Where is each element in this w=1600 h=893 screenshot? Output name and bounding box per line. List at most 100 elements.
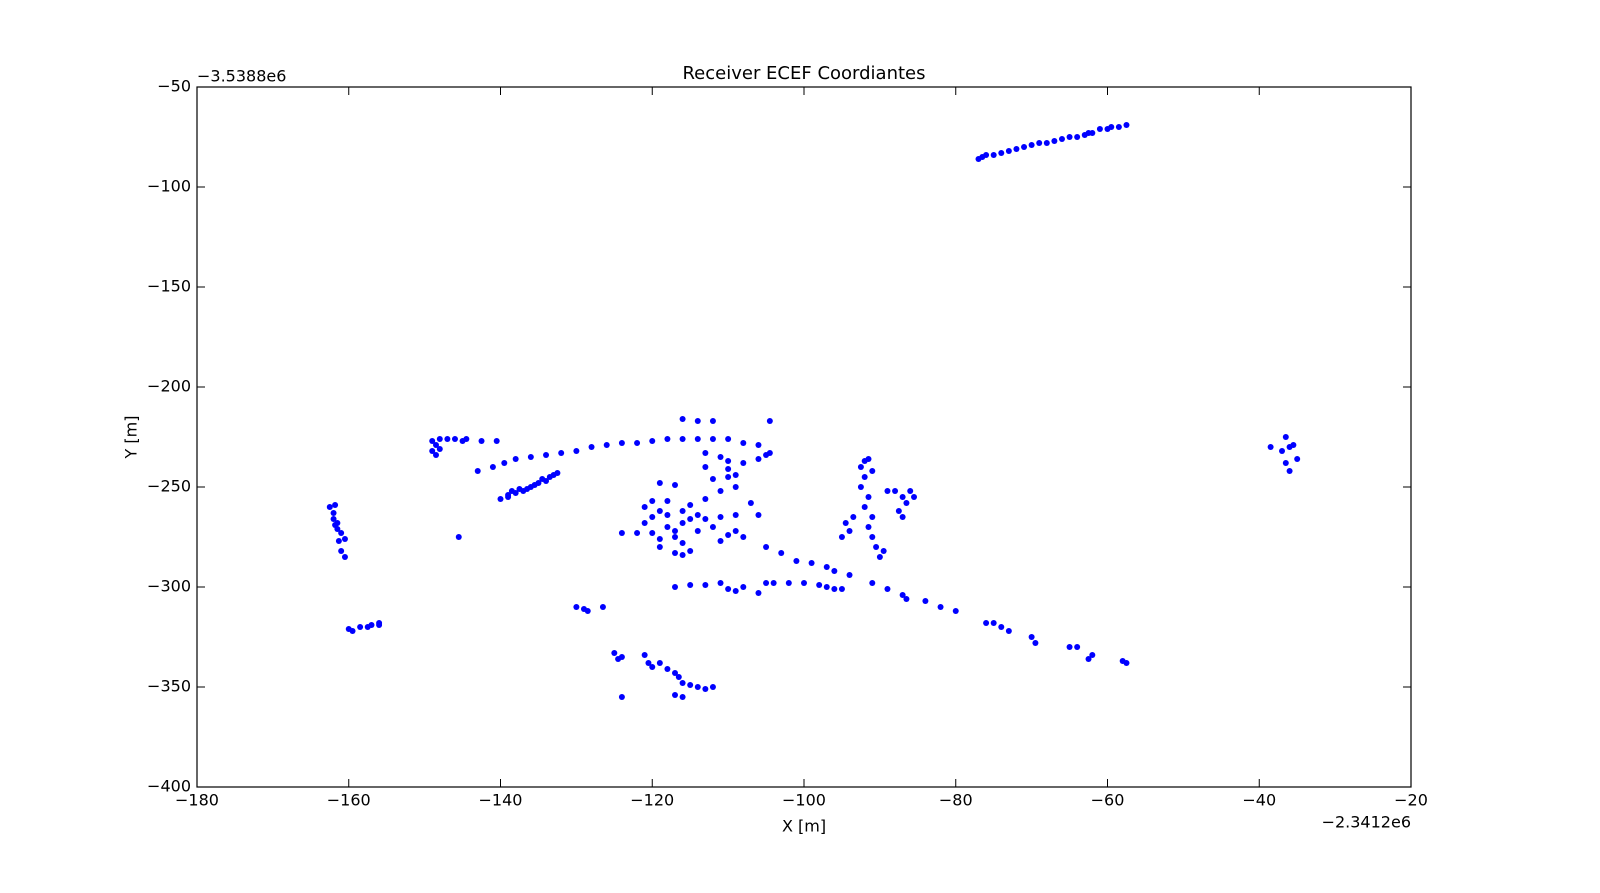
point: [1043, 140, 1050, 146]
x-tick-label: −100: [782, 791, 826, 810]
point: [451, 436, 458, 442]
point: [634, 440, 641, 446]
point: [857, 484, 864, 490]
point: [1108, 124, 1115, 130]
point: [679, 552, 686, 558]
point: [732, 588, 739, 594]
point: [679, 508, 686, 514]
point: [1028, 142, 1035, 148]
y-tick-label: −200: [147, 377, 191, 396]
point: [876, 554, 883, 560]
point: [429, 438, 436, 444]
point: [903, 596, 910, 602]
point: [823, 564, 830, 570]
y-axis-label: Y [m]: [122, 416, 141, 460]
point: [725, 474, 732, 480]
x-tick-label: −140: [479, 791, 523, 810]
point: [838, 586, 845, 592]
point: [869, 468, 876, 474]
x-tick-label: −60: [1091, 791, 1125, 810]
point: [1028, 634, 1035, 640]
point: [618, 530, 625, 536]
point: [672, 528, 679, 534]
point: [717, 580, 724, 586]
point: [664, 498, 671, 504]
point: [709, 684, 716, 690]
point: [1074, 644, 1081, 650]
point: [857, 464, 864, 470]
point: [869, 534, 876, 540]
point: [599, 604, 606, 610]
x-tick-label: −80: [939, 791, 973, 810]
point: [732, 528, 739, 534]
point: [911, 494, 918, 500]
point: [725, 436, 732, 442]
chart-title: Receiver ECEF Coordiantes: [682, 63, 925, 84]
point: [326, 504, 333, 510]
x-offset-label: −2.3412e6: [1322, 813, 1411, 832]
point: [816, 582, 823, 588]
point: [330, 516, 337, 522]
point: [766, 418, 773, 424]
point: [332, 502, 339, 508]
point: [641, 652, 648, 658]
point: [618, 440, 625, 446]
point: [846, 572, 853, 578]
point: [880, 548, 887, 554]
point: [675, 674, 682, 680]
point: [679, 540, 686, 546]
point: [656, 660, 663, 666]
point: [539, 476, 546, 482]
point: [672, 692, 679, 698]
point: [376, 622, 383, 628]
point: [763, 452, 770, 458]
point: [584, 608, 591, 614]
point: [535, 480, 542, 486]
point: [543, 452, 550, 458]
point: [873, 544, 880, 550]
point: [649, 514, 656, 520]
point: [672, 550, 679, 556]
point: [1074, 134, 1081, 140]
point: [573, 604, 580, 610]
point: [861, 504, 868, 510]
point: [740, 534, 747, 540]
point: [808, 560, 815, 566]
point: [990, 620, 997, 626]
point: [702, 582, 709, 588]
point: [740, 460, 747, 466]
point: [702, 516, 709, 522]
point: [1286, 468, 1293, 474]
point: [747, 500, 754, 506]
point: [672, 482, 679, 488]
point: [865, 494, 872, 500]
point: [573, 448, 580, 454]
x-tick-label: −40: [1242, 791, 1276, 810]
point: [1279, 448, 1286, 454]
point: [634, 530, 641, 536]
point: [937, 604, 944, 610]
point: [899, 592, 906, 598]
point: [455, 534, 462, 540]
point: [899, 494, 906, 500]
point: [869, 580, 876, 586]
point: [694, 512, 701, 518]
point: [709, 436, 716, 442]
point: [332, 522, 339, 528]
point: [656, 480, 663, 486]
point: [801, 580, 807, 586]
point: [672, 534, 679, 540]
point: [463, 436, 470, 442]
point: [444, 436, 451, 442]
point: [641, 504, 648, 510]
point: [524, 486, 531, 492]
point: [512, 456, 519, 462]
point: [1115, 124, 1122, 130]
point: [687, 582, 694, 588]
point: [508, 488, 515, 494]
point: [694, 528, 701, 534]
point: [1036, 140, 1043, 146]
point: [1123, 660, 1130, 666]
point: [892, 488, 899, 494]
